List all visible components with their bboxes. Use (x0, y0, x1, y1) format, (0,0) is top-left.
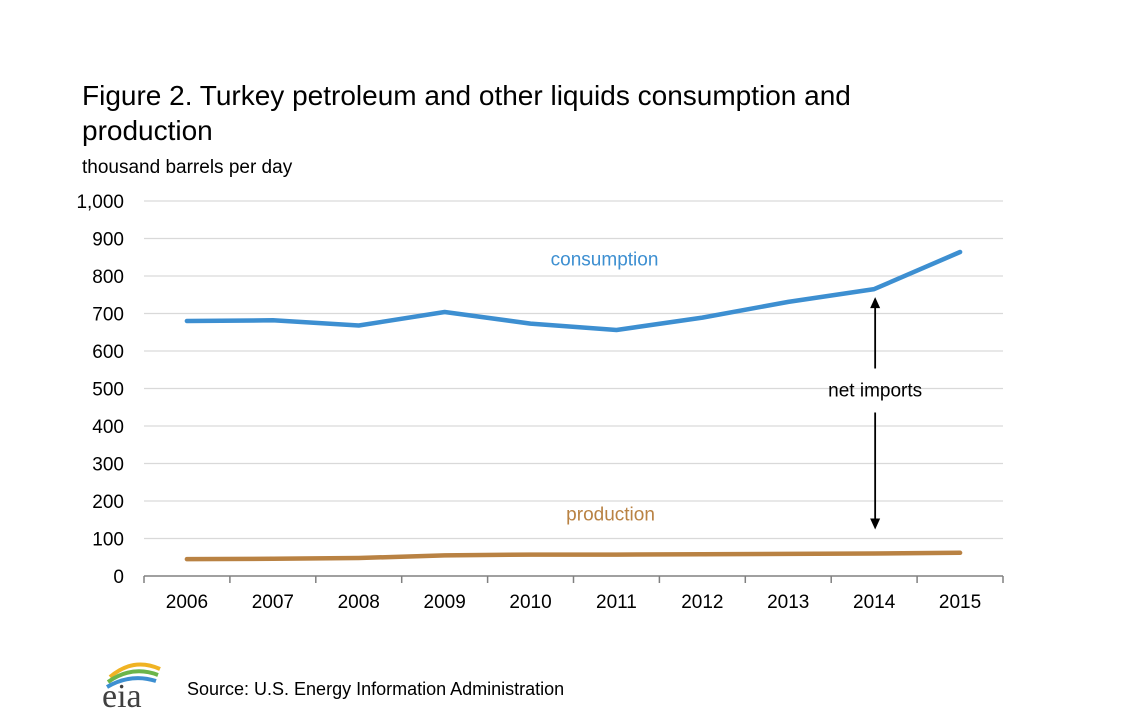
x-tick-label: 2012 (681, 592, 723, 613)
production-label: production (566, 504, 655, 525)
series-labels: consumption production (551, 249, 659, 525)
x-tick-label: 2014 (853, 592, 896, 613)
eia-logo: eia (98, 655, 168, 718)
x-tick-label: 2007 (252, 592, 294, 613)
y-tick-label: 800 (92, 267, 124, 288)
source-note: Source: U.S. Energy Information Administ… (187, 679, 565, 699)
net-imports-label: net imports (828, 381, 922, 402)
y-tick-label: 400 (92, 417, 124, 438)
logo-wordmark: eia (102, 678, 142, 713)
x-tick-label: 2015 (939, 592, 981, 613)
y-tick-label: 700 (92, 305, 124, 326)
chart-title: Figure 2. Turkey petroleum and other liq… (82, 80, 851, 146)
x-tick-labels: 2006 2007 2008 2009 2010 2011 2012 2013 2014 2015 (166, 592, 981, 613)
y-tick-label: 1,000 (76, 192, 124, 213)
production-line (184, 550, 963, 562)
arrowhead-down (870, 518, 881, 530)
x-tick-label: 2011 (596, 592, 637, 613)
gridlines (144, 200, 1003, 540)
arrowhead-up (870, 297, 881, 309)
y-tick-labels: 0 100 200 300 400 500 600 700 800 900 1,000 (76, 192, 124, 588)
y-tick-label: 200 (92, 492, 124, 513)
y-tick-label: 900 (92, 230, 124, 251)
x-tick-label: 2009 (424, 592, 466, 613)
y-tick-label: 100 (92, 530, 124, 551)
x-tick-label: 2013 (767, 592, 809, 613)
axes (143, 575, 1004, 583)
x-tick-label: 2010 (509, 592, 551, 613)
series-lines (184, 249, 963, 562)
x-tick-label: 2006 (166, 592, 208, 613)
y-tick-label: 0 (113, 567, 124, 588)
y-axis-unit-label: thousand barrels per day (82, 157, 293, 178)
y-tick-label: 300 (92, 455, 124, 476)
y-tick-label: 600 (92, 342, 124, 363)
consumption-line (184, 249, 963, 333)
net-imports-annotation: net imports (828, 297, 922, 530)
x-tick-label: 2008 (338, 592, 380, 613)
y-tick-label: 500 (92, 380, 124, 401)
consumption-label: consumption (551, 249, 659, 270)
